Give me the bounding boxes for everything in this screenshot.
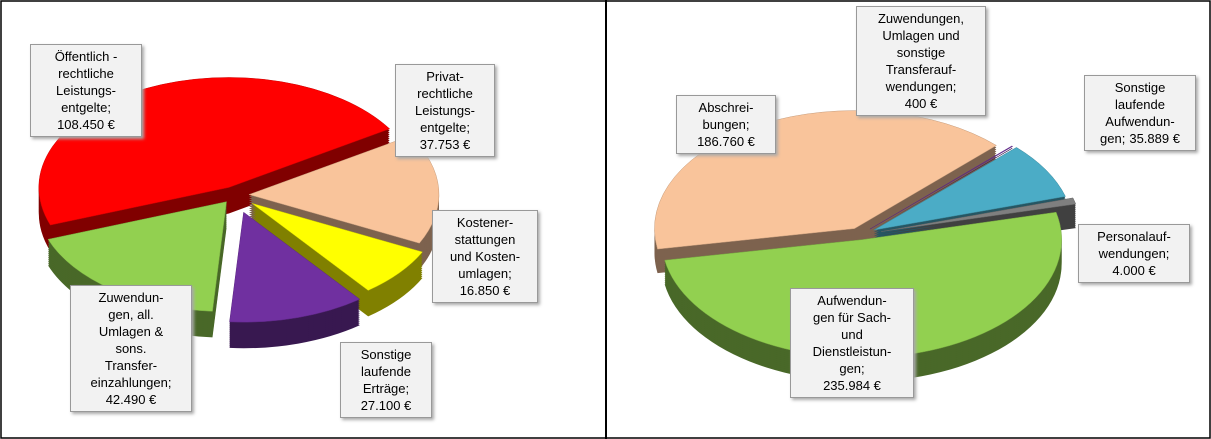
data-label: Aufwendun- gen für Sach- und Dienstleist… [790,288,914,398]
slice [869,145,1014,230]
category-label: Zuwendungen, Umlagen und sonstige Transf… [877,11,964,94]
category-label: Privat- rechtliche Leistungs- entgelte; [415,69,475,135]
slice [873,147,1066,231]
value-label: 235.984 € [823,378,881,393]
value-label: 37.753 € [419,137,471,152]
slice-side [869,147,1013,232]
data-label: Privat- rechtliche Leistungs- entgelte; 3… [395,64,495,157]
value-label: 35.889 € [1129,131,1180,146]
value-label: 4.000 € [1112,263,1156,278]
data-label: Personalauf- wendungen; 4.000 € [1078,224,1190,283]
category-label: Zuwendun- gen, all. Umlagen & sons. Tran… [90,290,172,390]
data-label: Zuwendun- gen, all. Umlagen & sons. Tran… [70,285,192,412]
data-label: Zuwendungen, Umlagen und sonstige Transf… [856,6,986,116]
value-label: 400 € [904,96,938,111]
value-label: 108.450 € [57,117,115,132]
category-label: Abschrei- bungen; [698,100,754,132]
value-label: 16.850 € [459,283,511,298]
data-label: Öffentlich - rechtliche Leistungs- entge… [30,44,142,137]
data-label: Sonstige laufende Erträge; 27.100 € [340,342,432,418]
category-label: Sonstige laufende Erträge; [360,347,412,396]
slice [881,197,1077,232]
category-label: Personalauf- wendungen; [1097,229,1171,261]
data-label: Sonstige laufende Aufwendun- gen; 35.889 … [1084,75,1196,151]
data-label: Kostener- stattungen und Kosten- umlagen… [432,210,538,303]
value-label: 186.760 € [697,134,755,149]
category-label: Aufwendun- gen für Sach- und Dienstleist… [812,293,892,376]
category-label: Sonstige laufende Aufwendun- gen; [1100,80,1175,146]
value-label: 27.100 € [360,398,412,413]
category-label: Kostener- stattungen und Kosten- umlagen… [449,215,521,281]
value-label: 42.490 € [105,392,157,407]
category-label: Öffentlich - rechtliche Leistungs- entge… [54,49,118,115]
data-label: Abschrei- bungen; 186.760 € [676,95,776,154]
slice [229,211,361,323]
slice [251,203,423,291]
